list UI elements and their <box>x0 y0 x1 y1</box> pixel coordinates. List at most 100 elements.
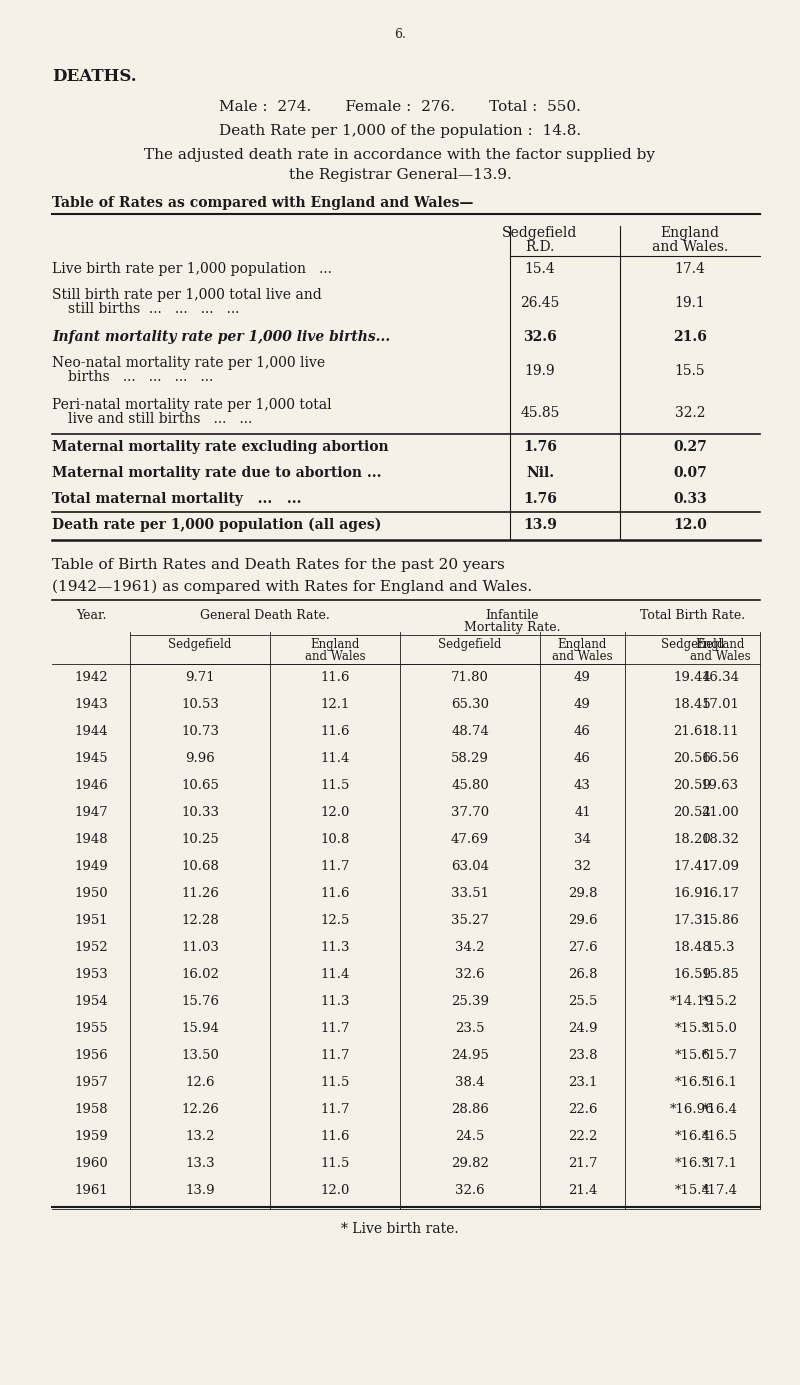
Text: 35.27: 35.27 <box>451 914 489 927</box>
Text: England: England <box>695 638 745 651</box>
Text: 29.6: 29.6 <box>568 914 598 927</box>
Text: Infantile: Infantile <box>486 609 539 622</box>
Text: 16.59: 16.59 <box>674 968 711 981</box>
Text: and Wales: and Wales <box>552 650 613 663</box>
Text: 1948: 1948 <box>74 832 108 846</box>
Text: 48.74: 48.74 <box>451 724 489 738</box>
Text: *16.5: *16.5 <box>702 1130 738 1143</box>
Text: 13.9: 13.9 <box>185 1184 215 1197</box>
Text: 26.8: 26.8 <box>568 968 598 981</box>
Text: Year.: Year. <box>76 609 106 622</box>
Text: 17.4: 17.4 <box>674 262 706 276</box>
Text: 6.: 6. <box>394 28 406 42</box>
Text: *15.4: *15.4 <box>674 1184 710 1197</box>
Text: and Wales: and Wales <box>690 650 750 663</box>
Text: 15.94: 15.94 <box>181 1022 219 1035</box>
Text: 58.29: 58.29 <box>451 752 489 765</box>
Text: 21.6: 21.6 <box>673 330 707 343</box>
Text: 10.53: 10.53 <box>181 698 219 711</box>
Text: 27.6: 27.6 <box>568 940 598 954</box>
Text: 49: 49 <box>574 698 591 711</box>
Text: 1.76: 1.76 <box>523 492 557 506</box>
Text: England: England <box>558 638 607 651</box>
Text: 1943: 1943 <box>74 698 108 711</box>
Text: 19.9: 19.9 <box>525 364 555 378</box>
Text: Live birth rate per 1,000 population   ...: Live birth rate per 1,000 population ... <box>52 262 332 276</box>
Text: 0.33: 0.33 <box>673 492 707 506</box>
Text: 32.6: 32.6 <box>455 1184 485 1197</box>
Text: 16.56: 16.56 <box>701 752 739 765</box>
Text: 16.17: 16.17 <box>701 886 739 900</box>
Text: 10.33: 10.33 <box>181 806 219 819</box>
Text: 18.11: 18.11 <box>701 724 739 738</box>
Text: Nil.: Nil. <box>526 465 554 481</box>
Text: 24.5: 24.5 <box>455 1130 485 1143</box>
Text: 63.04: 63.04 <box>451 860 489 873</box>
Text: *15.2: *15.2 <box>702 994 738 1008</box>
Text: Mortality Rate.: Mortality Rate. <box>464 620 561 634</box>
Text: 16.02: 16.02 <box>181 968 219 981</box>
Text: 38.4: 38.4 <box>455 1076 485 1089</box>
Text: 47.69: 47.69 <box>451 832 489 846</box>
Text: 1958: 1958 <box>74 1102 108 1116</box>
Text: births   ...   ...   ...   ...: births ... ... ... ... <box>68 370 214 384</box>
Text: 10.68: 10.68 <box>181 860 219 873</box>
Text: Sedgefield: Sedgefield <box>502 226 578 240</box>
Text: 24.9: 24.9 <box>568 1022 598 1035</box>
Text: 18.32: 18.32 <box>701 832 739 846</box>
Text: 1942: 1942 <box>74 670 108 684</box>
Text: 1945: 1945 <box>74 752 108 765</box>
Text: 11.7: 11.7 <box>320 1102 350 1116</box>
Text: 1950: 1950 <box>74 886 108 900</box>
Text: 12.0: 12.0 <box>320 806 350 819</box>
Text: *16.5: *16.5 <box>674 1076 710 1089</box>
Text: DEATHS.: DEATHS. <box>52 68 137 84</box>
Text: 11.7: 11.7 <box>320 1048 350 1062</box>
Text: 1961: 1961 <box>74 1184 108 1197</box>
Text: *17.1: *17.1 <box>702 1156 738 1170</box>
Text: 16.91: 16.91 <box>674 886 711 900</box>
Text: 10.73: 10.73 <box>181 724 219 738</box>
Text: 32: 32 <box>574 860 591 873</box>
Text: 11.3: 11.3 <box>320 994 350 1008</box>
Text: *15.3: *15.3 <box>674 1022 710 1035</box>
Text: 13.2: 13.2 <box>186 1130 214 1143</box>
Text: 13.9: 13.9 <box>523 518 557 532</box>
Text: 17.01: 17.01 <box>701 698 739 711</box>
Text: *15.7: *15.7 <box>702 1048 738 1062</box>
Text: 29.82: 29.82 <box>451 1156 489 1170</box>
Text: live and still births   ...   ...: live and still births ... ... <box>68 411 252 427</box>
Text: 49: 49 <box>574 670 591 684</box>
Text: 21.61: 21.61 <box>674 724 711 738</box>
Text: 10.8: 10.8 <box>320 832 350 846</box>
Text: 21.7: 21.7 <box>568 1156 598 1170</box>
Text: still births  ...   ...   ...   ...: still births ... ... ... ... <box>68 302 239 316</box>
Text: 29.8: 29.8 <box>568 886 598 900</box>
Text: *15.6: *15.6 <box>674 1048 710 1062</box>
Text: 28.86: 28.86 <box>451 1102 489 1116</box>
Text: the Registrar General—13.9.: the Registrar General—13.9. <box>289 168 511 181</box>
Text: 11.3: 11.3 <box>320 940 350 954</box>
Text: 11.5: 11.5 <box>320 778 350 792</box>
Text: 46: 46 <box>574 752 591 765</box>
Text: *14.19: *14.19 <box>670 994 714 1008</box>
Text: General Death Rate.: General Death Rate. <box>200 609 330 622</box>
Text: 15.3: 15.3 <box>706 940 734 954</box>
Text: 32.6: 32.6 <box>455 968 485 981</box>
Text: 19.1: 19.1 <box>674 296 706 310</box>
Text: 25.39: 25.39 <box>451 994 489 1008</box>
Text: 10.65: 10.65 <box>181 778 219 792</box>
Text: Death rate per 1,000 population (all ages): Death rate per 1,000 population (all age… <box>52 518 382 532</box>
Text: 12.1: 12.1 <box>320 698 350 711</box>
Text: Still birth rate per 1,000 total live and: Still birth rate per 1,000 total live an… <box>52 288 322 302</box>
Text: 24.95: 24.95 <box>451 1048 489 1062</box>
Text: *16.4: *16.4 <box>702 1102 738 1116</box>
Text: 9.71: 9.71 <box>185 670 215 684</box>
Text: Maternal mortality rate excluding abortion: Maternal mortality rate excluding aborti… <box>52 440 389 454</box>
Text: 12.0: 12.0 <box>673 518 707 532</box>
Text: 15.86: 15.86 <box>701 914 739 927</box>
Text: 1951: 1951 <box>74 914 108 927</box>
Text: Maternal mortality rate due to abortion ...: Maternal mortality rate due to abortion … <box>52 465 382 481</box>
Text: Neo-natal mortality rate per 1,000 live: Neo-natal mortality rate per 1,000 live <box>52 356 325 370</box>
Text: 1956: 1956 <box>74 1048 108 1062</box>
